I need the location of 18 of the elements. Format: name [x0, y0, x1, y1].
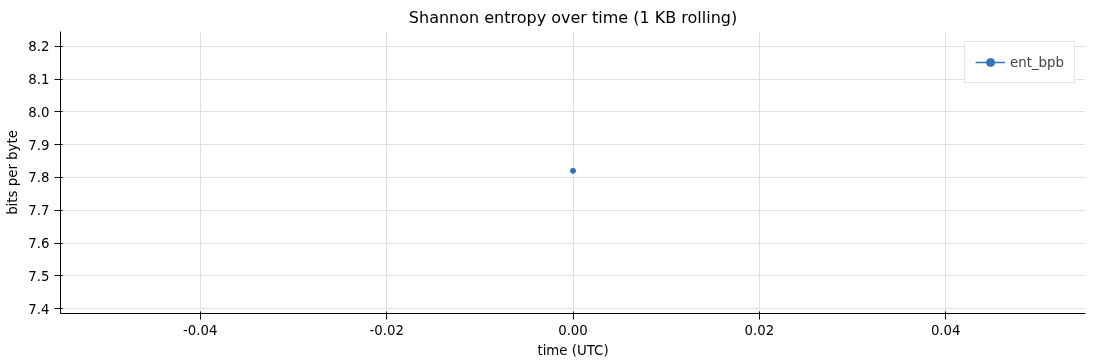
y-tick-label: 7.5: [28, 268, 50, 284]
x-tick-label: 0.00: [558, 322, 588, 338]
y-tick-label: 8.0: [28, 104, 50, 120]
y-tick-label: 7.9: [28, 137, 50, 153]
chart-title: Shannon entropy over time (1 KB rolling): [408, 7, 738, 27]
x-tick-label: 0.02: [744, 322, 775, 338]
x-tick-label: -0.02: [369, 322, 404, 338]
x-axis-title: time (UTC): [537, 342, 609, 358]
x-tick-label: -0.04: [183, 322, 218, 338]
x-tick-label: 0.04: [930, 322, 961, 338]
y-tick-label: 7.7: [28, 203, 50, 219]
y-tick-label: 7.8: [28, 170, 50, 186]
y-tick-label: 8.1: [28, 72, 50, 88]
y-axis-title: bits per byte: [5, 130, 21, 215]
legend-label: ent_bpb: [1010, 54, 1064, 70]
y-tick-label: 8.2: [28, 39, 50, 55]
y-tick-label: 7.6: [28, 236, 50, 251]
y-tick-label: 7.4: [28, 301, 50, 317]
